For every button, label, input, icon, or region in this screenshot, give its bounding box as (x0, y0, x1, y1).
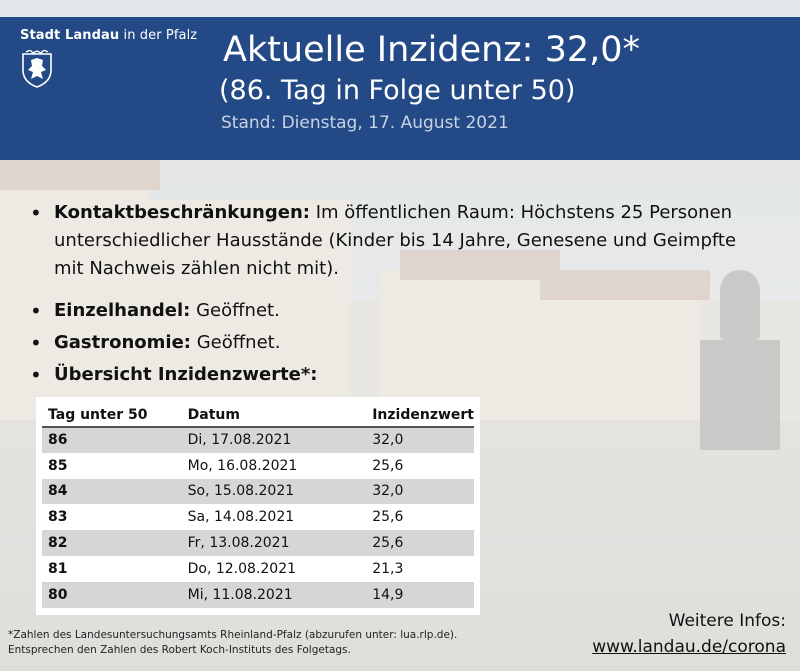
brand-name-bold: Stadt Landau (20, 28, 120, 43)
table-cell: 86 (42, 427, 182, 453)
table-cell: 32,0 (366, 478, 474, 505)
list-item-text: Geöffnet. (190, 300, 280, 321)
list-item: Gastronomie: Geöffnet. (30, 329, 790, 357)
more-info-label: Weitere Infos: (668, 611, 786, 631)
table-cell: 25,6 (372, 509, 404, 526)
footnote-line: Entsprechen den Zahlen des Robert Koch-I… (8, 644, 351, 656)
table-cell: Sa, 14.08.2021 (187, 509, 295, 526)
list-item: Übersicht Inzidenzwerte*: (30, 361, 790, 389)
table-cell: 85 (48, 457, 68, 474)
table-cell: Di, 17.08.2021 (181, 427, 367, 453)
list-item: Einzelhandel: Geöffnet. (30, 297, 790, 325)
list-item-text: Geöffnet. (191, 332, 281, 353)
corona-info-link[interactable]: www.landau.de/corona (592, 637, 786, 657)
table-row: 85 Mo, 16.08.2021 25,6 (42, 453, 474, 479)
table-cell: 80 (42, 581, 182, 608)
list-item-label: Kontaktbeschränkungen: (54, 202, 310, 223)
table-row: 84 So, 15.08.2021 32,0 (42, 478, 474, 505)
table-row: 83 Sa, 14.08.2021 25,6 (42, 504, 474, 530)
table-cell: Do, 12.08.2021 (187, 560, 297, 577)
list-item-text: Im öffentlichen Raum: Höchstens 25 Perso… (54, 202, 737, 279)
table-header-row: Tag unter 50 Datum Inzidenzwert (42, 403, 474, 428)
table-row: 81 Do, 12.08.2021 21,3 (42, 556, 474, 582)
table-cell: Fr, 13.08.2021 (181, 530, 367, 556)
rules-list: Kontaktbeschränkungen: Im öffentlichen R… (30, 199, 790, 389)
list-item-label: Einzelhandel: (54, 300, 191, 321)
table-cell: 84 (42, 478, 182, 505)
date-stamp: Stand: Dienstag, 17. August 2021 (221, 113, 509, 133)
list-item: Kontaktbeschränkungen: Im öffentlichen R… (30, 199, 770, 283)
column-header: Datum (181, 403, 367, 428)
brand-name-rest: in der Pfalz (119, 28, 198, 43)
more-info: Weitere Infos: www.landau.de/corona (592, 608, 786, 660)
list-item-label: Übersicht Inzidenzwerte*: (54, 364, 318, 385)
table-cell: Mi, 11.08.2021 (181, 581, 367, 608)
table-cell: 82 (42, 530, 182, 556)
table-cell: So, 15.08.2021 (181, 478, 367, 505)
brand-logo: Stadt Landau in der Pfalz (20, 28, 197, 43)
table-row: 82 Fr, 13.08.2021 25,6 (42, 530, 474, 556)
table-cell: 83 (48, 509, 68, 526)
footnote-line: *Zahlen des Landesuntersuchungsamts Rhei… (8, 629, 458, 641)
table-row: 80 Mi, 11.08.2021 14,9 (42, 581, 474, 608)
table-cell: 32,0 (366, 427, 474, 453)
table-row: 86 Di, 17.08.2021 32,0 (42, 427, 474, 453)
list-item-label: Gastronomie: (54, 332, 191, 353)
incidence-table: Tag unter 50 Datum Inzidenzwert 86 Di, 1… (36, 397, 480, 615)
table-cell: 14,9 (366, 581, 474, 608)
footnote: *Zahlen des Landesuntersuchungsamts Rhei… (8, 628, 528, 658)
table-cell: 21,3 (372, 560, 404, 577)
coat-of-arms-icon (22, 50, 52, 88)
table-cell: 25,6 (366, 530, 474, 556)
table-cell: 81 (48, 560, 68, 577)
column-header: Inzidenzwert (366, 403, 474, 428)
table-cell: Mo, 16.08.2021 (187, 457, 298, 474)
header-band: Stadt Landau in der Pfalz Aktuelle Inzid… (0, 17, 800, 160)
table-cell: 25,6 (372, 457, 404, 474)
column-header: Tag unter 50 (42, 403, 182, 428)
incidence-title: Aktuelle Inzidenz: 32,0* (223, 30, 641, 70)
streak-subtitle: (86. Tag in Folge unter 50) (219, 75, 576, 106)
